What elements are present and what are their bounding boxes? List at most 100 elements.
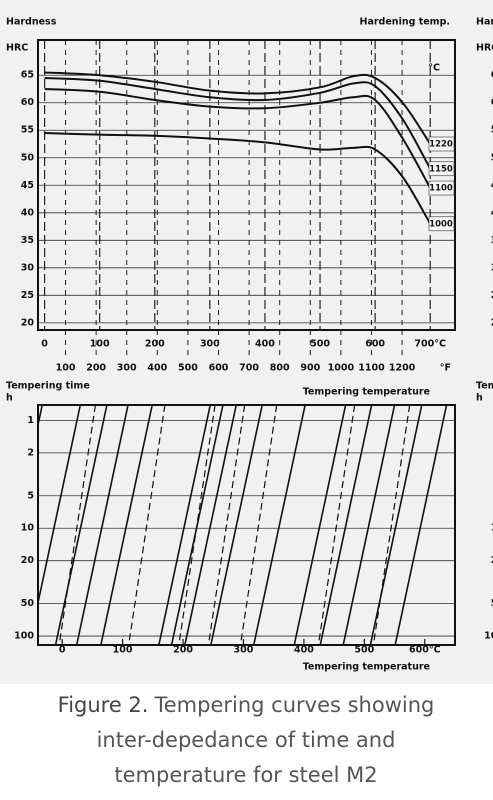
y-tick-label: 45 bbox=[491, 180, 493, 191]
tempering-line bbox=[252, 405, 306, 645]
series-label: 1000 bbox=[429, 219, 453, 229]
y-tick-label: 2 bbox=[27, 447, 34, 458]
y-tick-label: 50 bbox=[21, 152, 35, 163]
y-tick-label: 55 bbox=[21, 125, 34, 136]
tempering-line bbox=[319, 405, 373, 645]
x2-tick-label: 800 bbox=[270, 363, 290, 374]
tempering-line bbox=[75, 405, 129, 645]
y-tick-label: 25 bbox=[491, 290, 493, 301]
y-tick-label: 35 bbox=[21, 235, 34, 246]
legend-unit: °C bbox=[428, 63, 440, 74]
y-axis-label: Tempering time bbox=[6, 381, 90, 392]
x-tick-label: 300 bbox=[200, 339, 220, 350]
series-label: 1220 bbox=[429, 140, 453, 150]
tempering-line bbox=[100, 405, 154, 645]
x2-tick-label: 300 bbox=[117, 363, 137, 374]
x-tick-label: 600 bbox=[365, 339, 385, 350]
y-axis-unit: HRC bbox=[6, 43, 28, 54]
plot-frame bbox=[37, 404, 456, 646]
x-tick-label: 100 bbox=[113, 645, 133, 656]
caption-text: Tempering curves showing bbox=[153, 693, 434, 717]
x-tick-label: 400 bbox=[255, 339, 275, 350]
y-tick-label: 50 bbox=[491, 598, 493, 609]
x2-tick-label: 1000 bbox=[328, 363, 355, 374]
series-label-box bbox=[428, 216, 455, 232]
y-axis-unit: h bbox=[6, 393, 13, 404]
x-axis-label: Tempering temperature bbox=[303, 662, 430, 673]
hardness-curve bbox=[44, 131, 432, 225]
x-tick-label: 500 bbox=[354, 645, 374, 656]
x2-tick-label: 900 bbox=[300, 363, 320, 374]
tempering-line bbox=[207, 405, 246, 645]
tempering-line bbox=[128, 405, 166, 645]
tempering-lines bbox=[38, 405, 448, 645]
caption: Figure 2. Tempering curves showing inter-d… bbox=[58, 693, 435, 787]
y-tick-label: 10 bbox=[491, 523, 493, 534]
x2-tick-label: 400 bbox=[147, 363, 167, 374]
y-tick-label: 65 bbox=[21, 70, 34, 81]
y-axis-label: Hardness bbox=[6, 17, 57, 28]
tempering-line bbox=[372, 405, 411, 645]
x-tick-label: 0 bbox=[41, 339, 48, 350]
caption-line: temperature for steel M2 bbox=[114, 763, 377, 787]
tempering-line bbox=[58, 405, 97, 645]
y-tick-label: 20 bbox=[491, 555, 493, 566]
x-tick-label: 600°C bbox=[409, 645, 441, 656]
tempering-line bbox=[178, 405, 216, 645]
y-tick-label: 25 bbox=[21, 290, 34, 301]
y-tick-label: 40 bbox=[21, 207, 35, 218]
tempering-line bbox=[317, 405, 356, 645]
tempering-line bbox=[239, 405, 278, 645]
tempering-line bbox=[38, 405, 82, 607]
y-tick-label: 60 bbox=[491, 97, 493, 108]
y-tick-label: 60 bbox=[21, 97, 35, 108]
tempering-line bbox=[184, 405, 238, 645]
legend-title: Hardening temp. bbox=[360, 17, 450, 28]
x-tick-label: 500 bbox=[310, 339, 330, 350]
plot-frame bbox=[37, 39, 456, 331]
x-tick-label: 0 bbox=[59, 645, 66, 656]
y-tick-label: 20 bbox=[21, 555, 35, 566]
x2-tick-label: 1200 bbox=[389, 363, 416, 374]
y-tick-label: 40 bbox=[491, 207, 493, 218]
x-tick-label: 400 bbox=[294, 645, 314, 656]
series-label-box bbox=[428, 180, 455, 196]
x-axis-label-top: Tempering temperature bbox=[303, 387, 430, 398]
y-axis-unit: h bbox=[476, 393, 483, 404]
y-tick-label: 55 bbox=[491, 125, 493, 136]
x2-tick-label: 600 bbox=[209, 363, 229, 374]
x2-tick-label: 700 bbox=[239, 363, 259, 374]
y-tick-label: 100 bbox=[14, 631, 34, 642]
y-tick-label: 5 bbox=[27, 490, 34, 501]
x-tick-label: 200 bbox=[145, 339, 165, 350]
hardness-curve bbox=[44, 71, 432, 145]
y-tick-label: 20 bbox=[491, 317, 493, 328]
y-axis-label: Hardness bbox=[476, 17, 493, 28]
caption-label: Figure 2. bbox=[58, 693, 149, 717]
x-tick-label: 200 bbox=[173, 645, 193, 656]
x2-unit: °F bbox=[440, 363, 451, 374]
y-axis-label: Tempering time bbox=[476, 381, 493, 392]
tempering-line bbox=[54, 405, 108, 645]
tempering-line bbox=[210, 405, 263, 645]
hardness-curve bbox=[44, 76, 432, 170]
x2-tick-label: 500 bbox=[178, 363, 198, 374]
caption-line: Figure 2. Tempering curves showing bbox=[58, 693, 435, 717]
y-tick-label: 1 bbox=[27, 415, 34, 426]
x2-tick-label: 200 bbox=[86, 363, 106, 374]
y-tick-label: 35 bbox=[491, 235, 493, 246]
tempering-line bbox=[394, 405, 448, 645]
hardness-curve bbox=[44, 87, 432, 189]
y-tick-label: 30 bbox=[491, 262, 493, 273]
tempering-line bbox=[293, 405, 347, 645]
series-label: 1150 bbox=[429, 164, 453, 174]
y-tick-label: 100 bbox=[484, 631, 493, 642]
tempering-line bbox=[342, 405, 396, 645]
tempering-line bbox=[158, 405, 212, 645]
y-tick-label: 45 bbox=[21, 180, 34, 191]
y-tick-label: 65 bbox=[491, 70, 493, 81]
caption-line: inter-depedance of time and bbox=[97, 728, 396, 752]
